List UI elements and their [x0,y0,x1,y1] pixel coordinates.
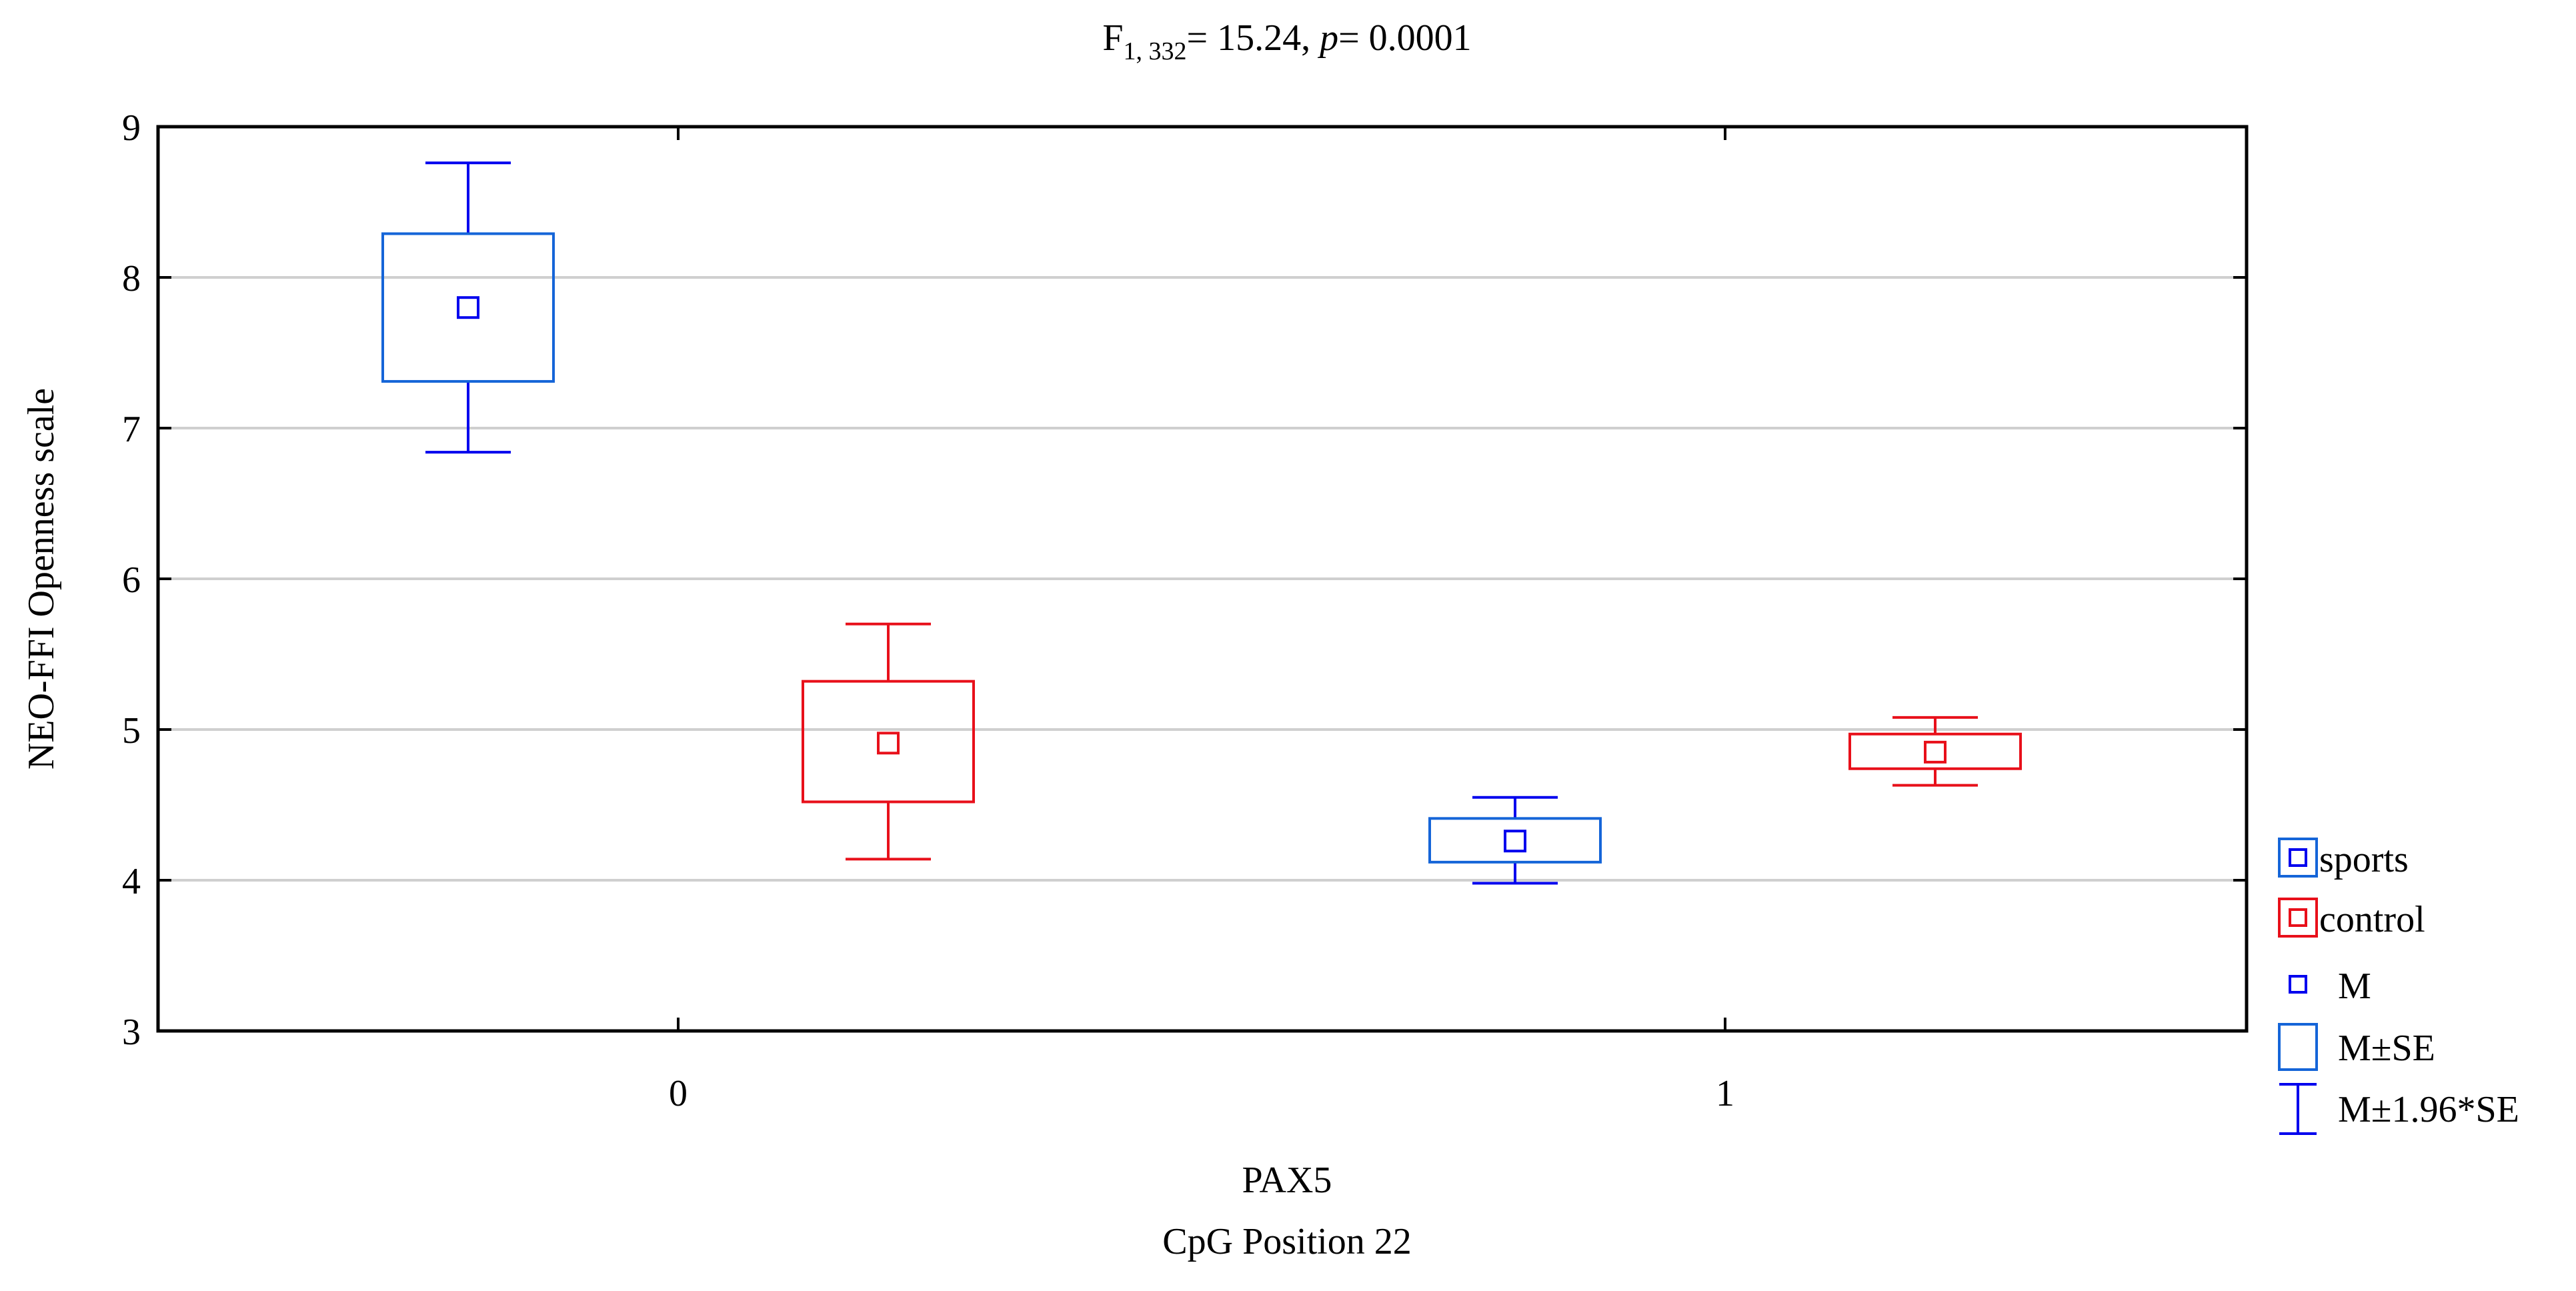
x-tick-label: 0 [669,1073,688,1114]
legend-item-sports: sports [2278,838,2409,880]
legend-item-mean: M [2289,966,2371,1007]
legend-ci-label: M±1.96*SE [2338,1089,2519,1130]
y-tick-label: 6 [122,559,141,601]
legend: sports control M M±SE M±1.96*SE [2278,838,2519,1135]
title-f: F [1102,17,1123,59]
mean-marker [457,296,479,319]
legend-sports-mean [2289,848,2307,867]
se-box [381,232,555,383]
legend-item-se: M±SE [2278,1023,2435,1071]
control-box-1 [1848,716,2022,787]
x-tick-label: 1 [1716,1073,1734,1114]
y-tick-label: 7 [122,409,141,450]
legend-mean-marker [2289,975,2307,994]
y-axis-label: NEO-FFI Openness scale [21,388,62,770]
control-box-0 [802,622,975,861]
x-axis-label-line2: CpG Position 22 [1162,1221,1411,1262]
legend-control-box [2278,898,2318,938]
sports-box-0 [381,161,555,454]
y-tick-label: 4 [122,861,141,902]
se-box [1848,732,2022,770]
legend-item-control: control [2278,898,2425,940]
title-p: p [1317,17,1338,59]
legend-sports-box [2278,838,2318,878]
legend-se-label: M±SE [2338,1028,2435,1069]
sports-box-1 [1428,796,1602,885]
y-tick-label: 8 [122,258,141,299]
y-tick-label: 5 [122,710,141,752]
data-marks [381,161,2022,885]
legend-se-box [2278,1023,2318,1071]
legend-control-label: control [2319,899,2425,940]
se-box [802,680,975,804]
plot-frame [156,125,2249,1033]
mean-marker [1504,830,1526,853]
mean-marker [1924,740,1947,764]
title-stat: = 15.24, [1186,17,1320,59]
y-axis-ticks: 3 4 5 6 7 8 9 [122,107,2247,1053]
title-p-value: = 0.0001 [1338,17,1472,59]
y-tick-label: 9 [122,107,141,149]
title-subscript: 1, 332 [1123,37,1186,65]
se-box [1428,817,1602,864]
gridlines [158,276,2247,882]
legend-item-ci: M±1.96*SE [2279,1083,2519,1135]
y-tick-label: 3 [122,1012,141,1053]
legend-mean-label: M [2338,966,2371,1007]
chart-title: F1, 332= 15.24, p= 0.0001 [1102,17,1471,65]
x-axis-label-line1: PAX5 [1242,1160,1332,1201]
legend-control-mean [2289,908,2307,927]
legend-sports-label: sports [2319,839,2409,880]
mean-marker [877,732,900,755]
